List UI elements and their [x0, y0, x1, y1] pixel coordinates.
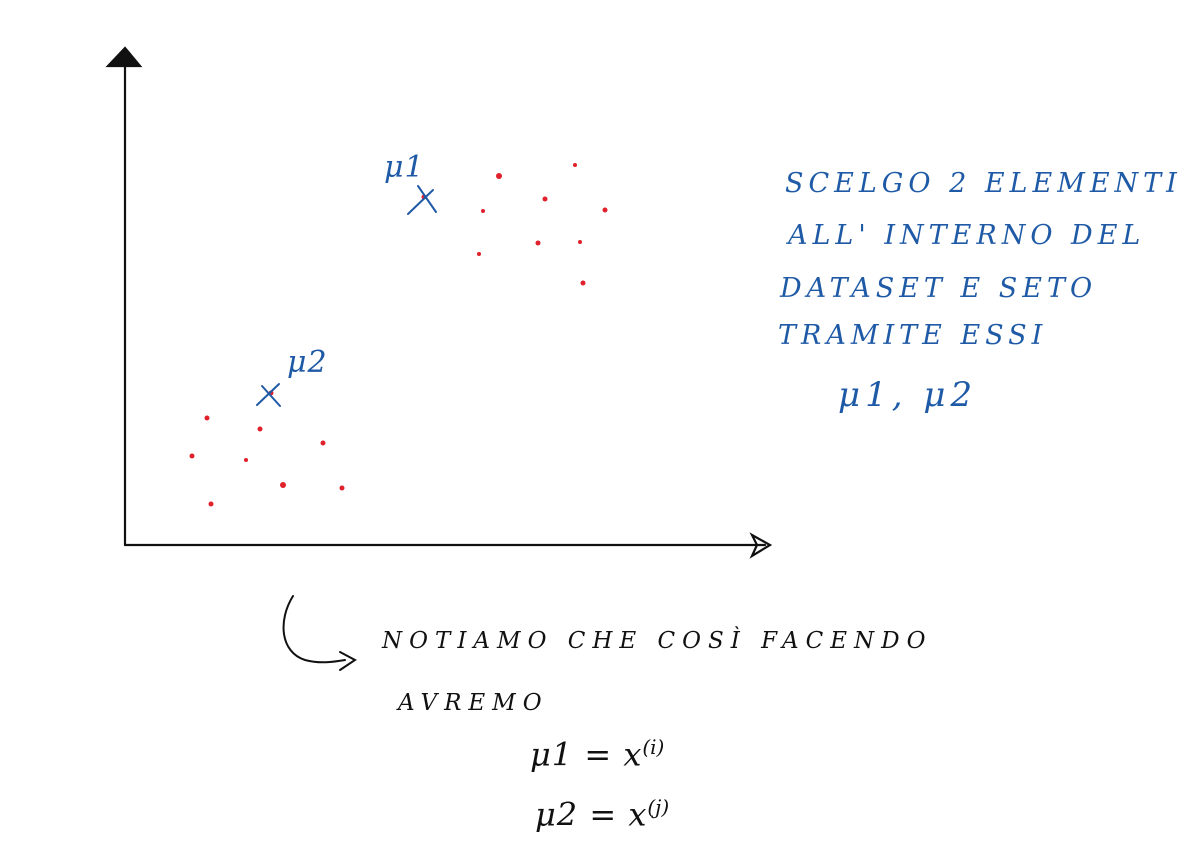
mu1-label: μ1: [384, 150, 425, 185]
data-point: [573, 163, 577, 167]
side-note-line-5: μ1, μ2: [838, 375, 978, 415]
data-point: [578, 240, 582, 244]
centroid-mu2-marker: [256, 383, 281, 407]
data-point: [320, 440, 326, 446]
y-axis-arrowhead: [105, 46, 143, 68]
data-point: [189, 453, 195, 459]
equation-mu2-sup: (j): [647, 795, 670, 819]
equation-mu1-sup: (i): [642, 735, 665, 759]
x-axis-arrowhead: [749, 532, 773, 559]
axes: [105, 46, 773, 559]
mu2-label: μ2: [287, 345, 328, 380]
data-point: [580, 280, 586, 286]
side-note-line-4: TRAMITE ESSI: [778, 320, 1048, 351]
data-point: [477, 252, 481, 256]
side-note-line-2: ALL' INTERNO DEL: [788, 220, 1146, 251]
data-point: [280, 482, 286, 488]
data-point: [481, 209, 485, 213]
data-point: [542, 196, 548, 202]
data-point: [496, 173, 502, 179]
data-point: [244, 458, 248, 462]
equation-mu1: μ1 = x(i): [530, 735, 664, 774]
bottom-note-line-2: AVREMO: [398, 690, 549, 716]
hook-arrow-head: [339, 651, 357, 671]
data-point: [257, 426, 263, 432]
cluster-1-points: [421, 163, 608, 286]
data-point: [208, 501, 214, 507]
data-point: [339, 485, 345, 491]
equation-mu2: μ2 = x(j): [535, 795, 669, 834]
equation-mu1-lhs: μ1 = x: [530, 735, 643, 774]
centroid-mu1-marker: [407, 185, 437, 215]
equation-mu2-lhs: μ2 = x: [535, 795, 648, 834]
data-point: [602, 207, 608, 213]
side-note-line-3: DATASET E SETO: [780, 273, 1098, 304]
hook-arrow: [282, 595, 357, 671]
centroid-markers: [256, 185, 437, 407]
data-point: [535, 240, 541, 246]
data-point: [204, 415, 210, 421]
side-note-line-1: SCELGO 2 ELEMENTI: [785, 168, 1182, 199]
cluster-2-points: [189, 390, 345, 507]
hook-arrow-curve: [282, 595, 346, 664]
bottom-note-line-1: NOTIAMO CHE COSÌ FACENDO: [382, 628, 933, 654]
